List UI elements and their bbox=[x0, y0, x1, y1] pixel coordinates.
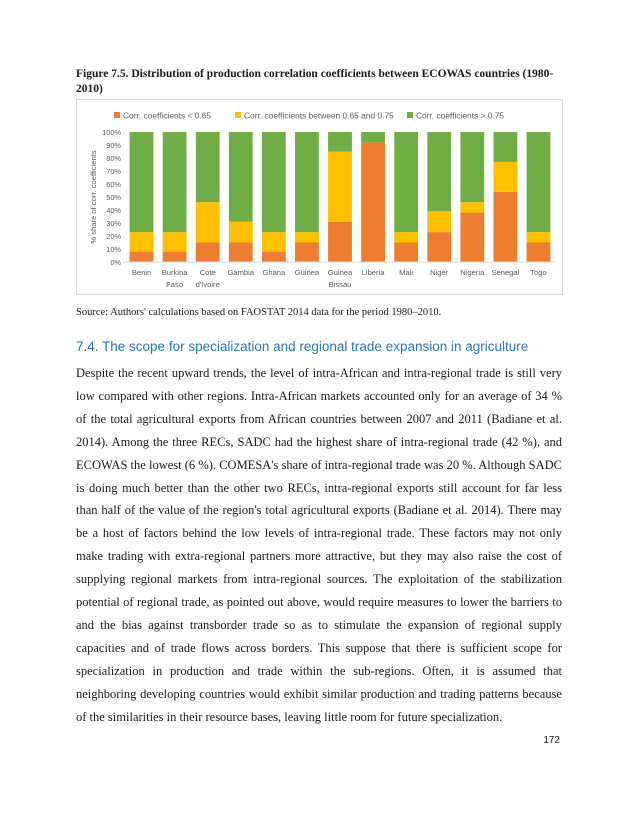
bar-segment bbox=[427, 132, 452, 212]
section-body: Despite the recent upward trends, the le… bbox=[76, 366, 562, 724]
bar-segment bbox=[162, 132, 187, 233]
bar-segment bbox=[295, 232, 319, 243]
x-tick-label: Niger bbox=[430, 268, 449, 277]
bar-segment bbox=[361, 142, 385, 262]
y-tick-label: 40% bbox=[106, 206, 121, 215]
bar-segment bbox=[427, 232, 452, 262]
bar-segment bbox=[129, 251, 154, 262]
legend-swatch bbox=[407, 112, 413, 118]
legend-label: Corr. coefficients between 0.65 and 0.75 bbox=[244, 111, 394, 121]
y-tick-label: 90% bbox=[106, 141, 121, 150]
bar-segment bbox=[129, 232, 154, 252]
bar-segment bbox=[361, 132, 385, 143]
legend-swatch bbox=[235, 112, 241, 118]
bar-segment bbox=[526, 132, 551, 233]
x-tick-label: Ghana bbox=[262, 268, 286, 277]
bar-segment bbox=[195, 132, 220, 203]
x-tick-label: Burkina bbox=[162, 268, 189, 277]
bar-segment bbox=[493, 191, 518, 262]
y-tick-label: 0% bbox=[110, 258, 121, 267]
bar-segment bbox=[261, 132, 286, 233]
y-axis-title: % share of corr. coefficients bbox=[89, 150, 98, 243]
bar-segment bbox=[427, 211, 452, 233]
bar-segment bbox=[493, 132, 518, 162]
legend-swatch bbox=[114, 112, 120, 118]
x-tick-label: Guinea bbox=[328, 268, 353, 277]
bar-segment bbox=[228, 132, 253, 222]
bar-segment bbox=[295, 242, 319, 262]
y-tick-label: 50% bbox=[106, 193, 121, 202]
bar-segment bbox=[228, 221, 253, 243]
legend-label: Corr. coefficients < 0.65 bbox=[123, 111, 211, 121]
bar-segment bbox=[328, 151, 352, 222]
x-tick-label: Nigeria bbox=[460, 268, 485, 277]
bar-segment bbox=[394, 132, 419, 233]
bar-segment bbox=[195, 202, 220, 243]
bar-segment bbox=[328, 132, 352, 152]
y-tick-label: 30% bbox=[106, 219, 121, 228]
bar-segment bbox=[261, 232, 286, 252]
x-tick-label: Benin bbox=[132, 268, 151, 277]
bar-segment bbox=[295, 132, 319, 233]
bar-segment bbox=[493, 161, 518, 192]
x-tick-label: Faso bbox=[166, 280, 183, 289]
y-tick-label: 10% bbox=[106, 245, 121, 254]
x-tick-label: d'Ivoire bbox=[196, 280, 220, 289]
figure-title: Figure 7.5. Distribution of production c… bbox=[76, 68, 554, 95]
x-tick-label: Senegal bbox=[491, 268, 519, 277]
bar-segment bbox=[162, 232, 187, 252]
bar-segment bbox=[195, 242, 220, 262]
bar-segment bbox=[228, 242, 253, 262]
bar-segment bbox=[129, 132, 154, 233]
bar-segment bbox=[526, 242, 551, 262]
legend-label: Corr. coefficients > 0.75 bbox=[416, 111, 504, 121]
section-heading: 7.4. The scope for specialization and re… bbox=[76, 339, 529, 354]
x-tick-label: Togo bbox=[530, 268, 546, 277]
bar-segment bbox=[328, 221, 352, 262]
bar-segment bbox=[162, 251, 187, 262]
y-tick-label: 20% bbox=[106, 232, 121, 241]
page-number: 172 bbox=[543, 735, 560, 746]
bar-segment bbox=[460, 212, 485, 262]
bar-segment bbox=[261, 251, 286, 262]
bar-segment bbox=[394, 242, 419, 262]
y-tick-label: 70% bbox=[106, 167, 121, 176]
bar-segment bbox=[526, 232, 551, 243]
bar-segment bbox=[460, 132, 485, 203]
x-tick-label: Liberia bbox=[362, 268, 386, 277]
x-tick-label: Guinea bbox=[295, 268, 320, 277]
bar-segment bbox=[460, 202, 485, 213]
bar-segment bbox=[394, 232, 419, 243]
chart: Corr. coefficients < 0.65 Corr. coefficie… bbox=[76, 99, 563, 295]
x-tick-label: Mali bbox=[399, 268, 413, 277]
x-tick-label: Gambia bbox=[227, 268, 254, 277]
figure-source: Source: Authors' calculations based on F… bbox=[76, 307, 442, 318]
x-tick-label: Cote bbox=[200, 268, 216, 277]
chart-svg: Corr. coefficients < 0.65 Corr. coefficie… bbox=[89, 111, 555, 289]
y-tick-label: 60% bbox=[106, 180, 121, 189]
y-tick-label: 100% bbox=[102, 128, 121, 137]
x-tick-label: Bissau bbox=[329, 280, 352, 289]
y-tick-label: 80% bbox=[106, 154, 121, 163]
